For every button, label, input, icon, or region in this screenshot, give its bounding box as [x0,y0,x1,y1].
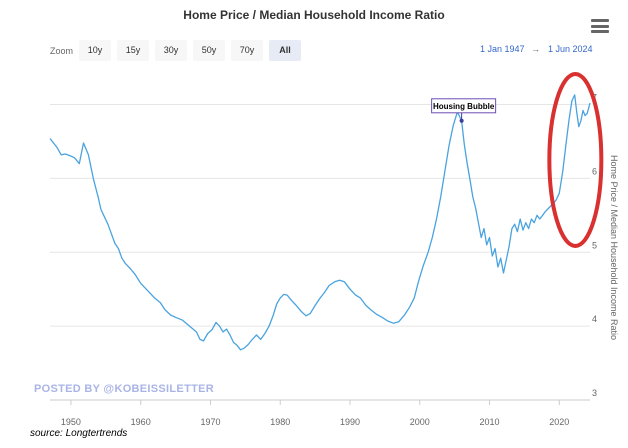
zoom-selector: Zoom 10y 15y 30y 50y 70y All [50,40,307,61]
range-to-input[interactable]: 1 Jun 2024 [548,44,593,54]
range-arrow: → [531,44,540,54]
zoom-15y-button[interactable]: 15y [117,40,150,61]
x-tick-label: 2010 [480,417,500,427]
x-tick-label: 2000 [410,417,430,427]
y-axis-title: Home Price / Median Household Income Rat… [609,155,619,340]
source-note: source: Longtertrends [30,428,128,439]
zoom-label: Zoom [50,45,74,56]
range-from-input[interactable]: 1 Jan 1947 [480,44,525,54]
watermark: POSTED BY @KOBEISSILETTER [34,383,214,395]
zoom-50y-button[interactable]: 50y [193,40,226,61]
zoom-10y-button[interactable]: 10y [79,40,112,61]
highlight-ellipse [547,71,604,248]
y-tick-label: 5 [592,240,597,250]
zoom-all-button[interactable]: All [269,40,302,61]
hamburger-menu-icon[interactable] [591,19,609,33]
x-tick-label: 2020 [549,417,569,427]
annotation-label: Housing Bubble [433,102,495,111]
x-tick-label: 1990 [340,417,360,427]
x-tick-label: 1950 [61,417,81,427]
y-tick-label: 6 [592,166,597,176]
page-title: Home Price / Median Household Income Rat… [183,8,445,22]
x-tick-label: 1970 [200,417,220,427]
y-tick-label: 4 [592,314,597,324]
zoom-30y-button[interactable]: 30y [155,40,188,61]
y-tick-label: 3 [592,388,597,398]
zoom-70y-button[interactable]: 70y [231,40,264,61]
x-tick-label: 1960 [131,417,151,427]
annotation-box [431,98,497,114]
series-line [49,94,591,351]
annotation-point [459,118,464,123]
x-tick-label: 1980 [270,417,290,427]
